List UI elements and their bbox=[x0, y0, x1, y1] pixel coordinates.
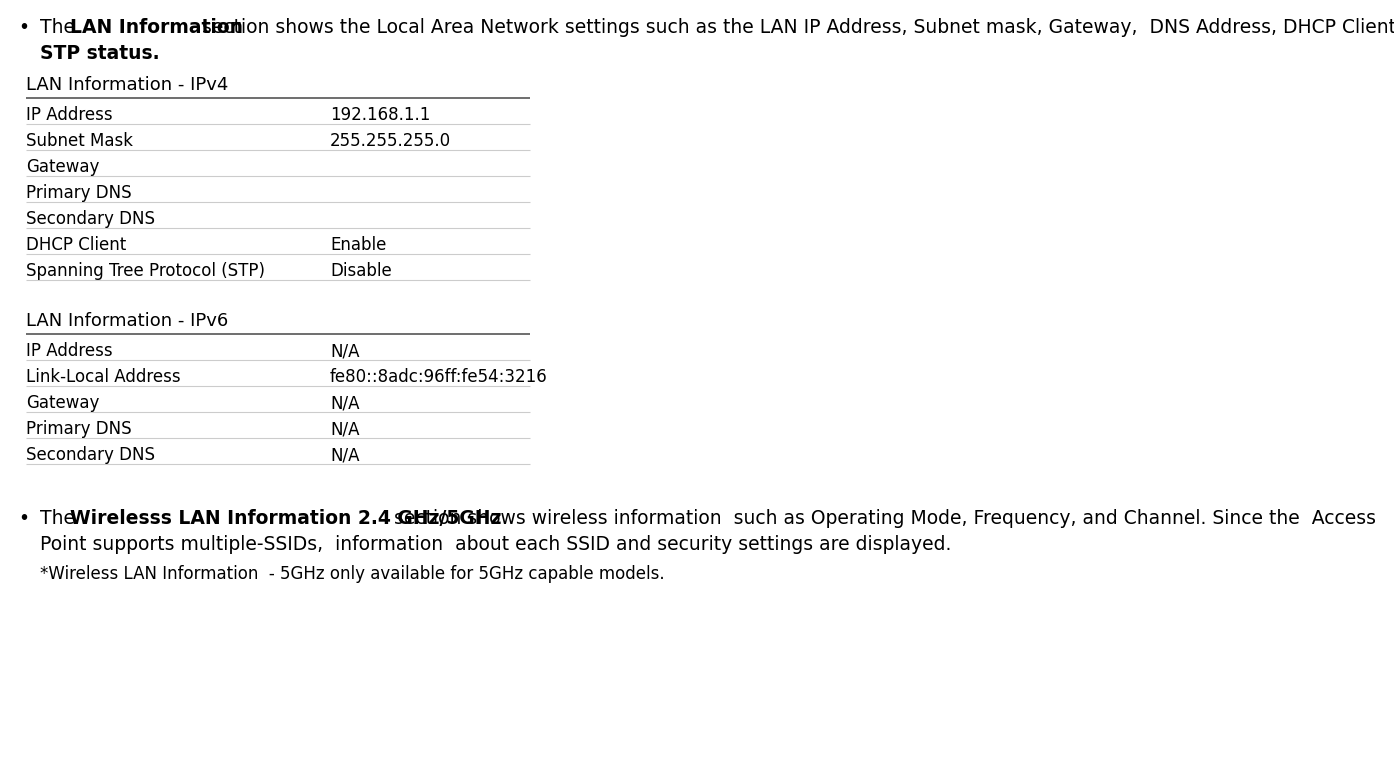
Text: 192.168.1.1: 192.168.1.1 bbox=[330, 106, 431, 124]
Text: •: • bbox=[18, 509, 29, 528]
Text: IP Address: IP Address bbox=[26, 106, 113, 124]
Text: Point supports multiple-SSIDs,  information  about each SSID and security settin: Point supports multiple-SSIDs, informati… bbox=[40, 535, 951, 554]
Text: Wirelesss LAN Information 2.4 GHz/5GHz: Wirelesss LAN Information 2.4 GHz/5GHz bbox=[70, 509, 502, 528]
Text: N/A: N/A bbox=[330, 420, 360, 438]
Text: section shows wireless information  such as Operating Mode, Frequency, and Chann: section shows wireless information such … bbox=[389, 509, 1376, 528]
Text: N/A: N/A bbox=[330, 342, 360, 360]
Text: section shows the Local Area Network settings such as the LAN IP Address, Subnet: section shows the Local Area Network set… bbox=[195, 18, 1394, 37]
Text: N/A: N/A bbox=[330, 446, 360, 464]
Text: Primary DNS: Primary DNS bbox=[26, 184, 131, 202]
Text: LAN Information - IPv4: LAN Information - IPv4 bbox=[26, 76, 229, 94]
Text: Disable: Disable bbox=[330, 262, 392, 280]
Text: •: • bbox=[18, 18, 29, 37]
Text: Spanning Tree Protocol (STP): Spanning Tree Protocol (STP) bbox=[26, 262, 265, 280]
Text: N/A: N/A bbox=[330, 394, 360, 412]
Text: LAN Information - IPv6: LAN Information - IPv6 bbox=[26, 312, 229, 330]
Text: STP status.: STP status. bbox=[40, 44, 160, 63]
Text: Secondary DNS: Secondary DNS bbox=[26, 446, 155, 464]
Text: 255.255.255.0: 255.255.255.0 bbox=[330, 132, 452, 150]
Text: Link-Local Address: Link-Local Address bbox=[26, 368, 181, 386]
Text: Primary DNS: Primary DNS bbox=[26, 420, 131, 438]
Text: The: The bbox=[40, 18, 81, 37]
Text: Secondary DNS: Secondary DNS bbox=[26, 210, 155, 228]
Text: LAN Information: LAN Information bbox=[70, 18, 243, 37]
Text: fe80::8adc:96ff:fe54:3216: fe80::8adc:96ff:fe54:3216 bbox=[330, 368, 548, 386]
Text: The: The bbox=[40, 509, 81, 528]
Text: IP Address: IP Address bbox=[26, 342, 113, 360]
Text: Enable: Enable bbox=[330, 236, 386, 254]
Text: DHCP Client: DHCP Client bbox=[26, 236, 127, 254]
Text: *Wireless LAN Information  - 5GHz only available for 5GHz capable models.: *Wireless LAN Information - 5GHz only av… bbox=[40, 565, 665, 583]
Text: Gateway: Gateway bbox=[26, 158, 99, 176]
Text: Gateway: Gateway bbox=[26, 394, 99, 412]
Text: Subnet Mask: Subnet Mask bbox=[26, 132, 132, 150]
